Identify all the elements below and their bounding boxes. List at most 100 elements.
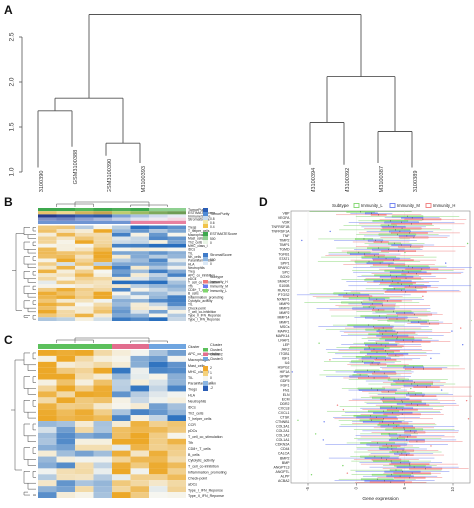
heatmap-cell	[112, 276, 131, 281]
heatmap-cell	[75, 262, 94, 266]
heatmap-cell	[112, 409, 131, 416]
row-dendrogram-link	[23, 256, 30, 265]
row-label: B_cells	[188, 453, 200, 457]
outlier-point	[342, 409, 345, 411]
heatmap-cell	[130, 462, 149, 469]
heatmap-cell	[56, 379, 75, 386]
heatmap-cell	[56, 280, 75, 285]
row-label: CD8+_T_cells	[188, 447, 211, 451]
heatmap-cell	[112, 480, 131, 487]
y-tick-label: 1.5	[9, 122, 16, 131]
heatmap-cell	[38, 385, 57, 392]
heatmap-cell	[93, 397, 112, 404]
heatmap-cell	[38, 450, 57, 457]
gene-label: MMP1	[279, 320, 289, 324]
annotation-cell	[149, 211, 168, 215]
gene-label: MMP14	[277, 316, 289, 320]
row-dendrogram-link	[27, 411, 36, 419]
annotation-cell	[93, 220, 112, 224]
y-tick-label: 2.5	[9, 32, 16, 41]
row-dendrogram-link	[23, 285, 30, 294]
legend-gradient	[203, 212, 208, 216]
heatmap-cell	[167, 474, 186, 481]
row-label: Parainflammation	[188, 259, 214, 263]
legend-title: TumorPurity	[210, 212, 230, 216]
heatmap-cell	[167, 284, 186, 288]
heatmap-cell	[112, 426, 131, 433]
row-label: Type_II_IFN_Reponse	[188, 314, 221, 318]
heatmap-cell	[38, 254, 57, 259]
heatmap-cell	[56, 232, 75, 237]
heatmap-cell	[56, 309, 75, 314]
heatmap-cell	[130, 269, 149, 274]
heatmap-cell	[130, 397, 149, 404]
leaf-label: GSM3100390	[107, 159, 113, 192]
heatmap-cell	[93, 480, 112, 487]
heatmap-cell	[56, 240, 75, 244]
heatmap-cell	[130, 450, 149, 457]
heatmap-cell	[167, 403, 186, 410]
x-tick-label: 5	[402, 486, 407, 489]
row-label: Tregs	[188, 226, 197, 230]
outlier-point	[465, 399, 468, 402]
heatmap-cell	[56, 313, 75, 318]
heatmap-cell	[167, 258, 186, 263]
heatmap-cell	[112, 240, 131, 244]
heatmap-cell	[167, 295, 186, 299]
heatmap-cell	[75, 468, 94, 475]
heatmap-cell	[167, 243, 186, 248]
gene-label: TNFRSF1B	[271, 225, 290, 229]
legend-swatch	[203, 352, 208, 356]
heatmap-cell	[38, 480, 57, 487]
outlier-point	[310, 473, 313, 476]
row-dendrogram-link	[32, 447, 36, 454]
heatmap-cell	[112, 254, 131, 259]
heatmap-cell	[75, 426, 94, 433]
gene-label: LEP	[283, 343, 290, 347]
heatmap-cell	[38, 391, 57, 398]
heatmap-cell	[75, 313, 94, 318]
legend-tick: 500	[210, 237, 216, 241]
legend-gradient	[203, 216, 208, 220]
legend-gradient	[203, 232, 208, 236]
gene-label: MMP2	[279, 311, 289, 315]
row-dendrogram-link	[27, 249, 36, 254]
heatmap-cell	[149, 287, 168, 292]
heatmap-cell	[112, 432, 131, 439]
heatmap-cell	[56, 269, 75, 274]
heatmap-cell	[130, 251, 149, 255]
heatmap-cell	[112, 415, 131, 422]
heatmap-cell	[149, 486, 168, 493]
heatmap-cell	[56, 225, 75, 230]
heatmap-cell	[149, 444, 168, 451]
row-label: Treg	[188, 270, 195, 274]
gene-label: IL6	[285, 361, 290, 365]
row-dendrogram-link	[14, 359, 24, 471]
heatmap-cell	[149, 391, 168, 398]
heatmap-cell	[75, 456, 94, 463]
outlier-point	[430, 357, 432, 360]
heatmap-cell	[112, 421, 131, 427]
heatmap-cell	[167, 265, 186, 270]
heatmap-cell	[130, 243, 149, 248]
heatmap-cell	[149, 462, 168, 469]
heatmap-cell	[93, 276, 112, 281]
outlier-point	[404, 251, 406, 254]
legend-gradient	[203, 257, 208, 261]
legend-item: Cluster3	[210, 357, 223, 361]
heatmap-cell	[93, 468, 112, 475]
heatmap-cell	[38, 444, 57, 451]
gene-label: MSCs	[280, 325, 290, 329]
row-dendrogram-link	[27, 293, 36, 298]
cluster-annotation-cell	[38, 344, 57, 349]
heatmap-cell	[130, 302, 149, 307]
heatmap-cell	[167, 236, 186, 241]
row-dendrogram-link	[27, 234, 36, 239]
row-dendrogram-link	[27, 364, 36, 371]
heatmap-cell	[38, 468, 57, 475]
gene-label: S100B	[279, 284, 290, 288]
row-dendrogram-link	[27, 388, 36, 395]
heatmap-cell	[130, 468, 149, 475]
heatmap-cell	[130, 273, 149, 277]
gene-label: HSPG2	[278, 366, 290, 370]
